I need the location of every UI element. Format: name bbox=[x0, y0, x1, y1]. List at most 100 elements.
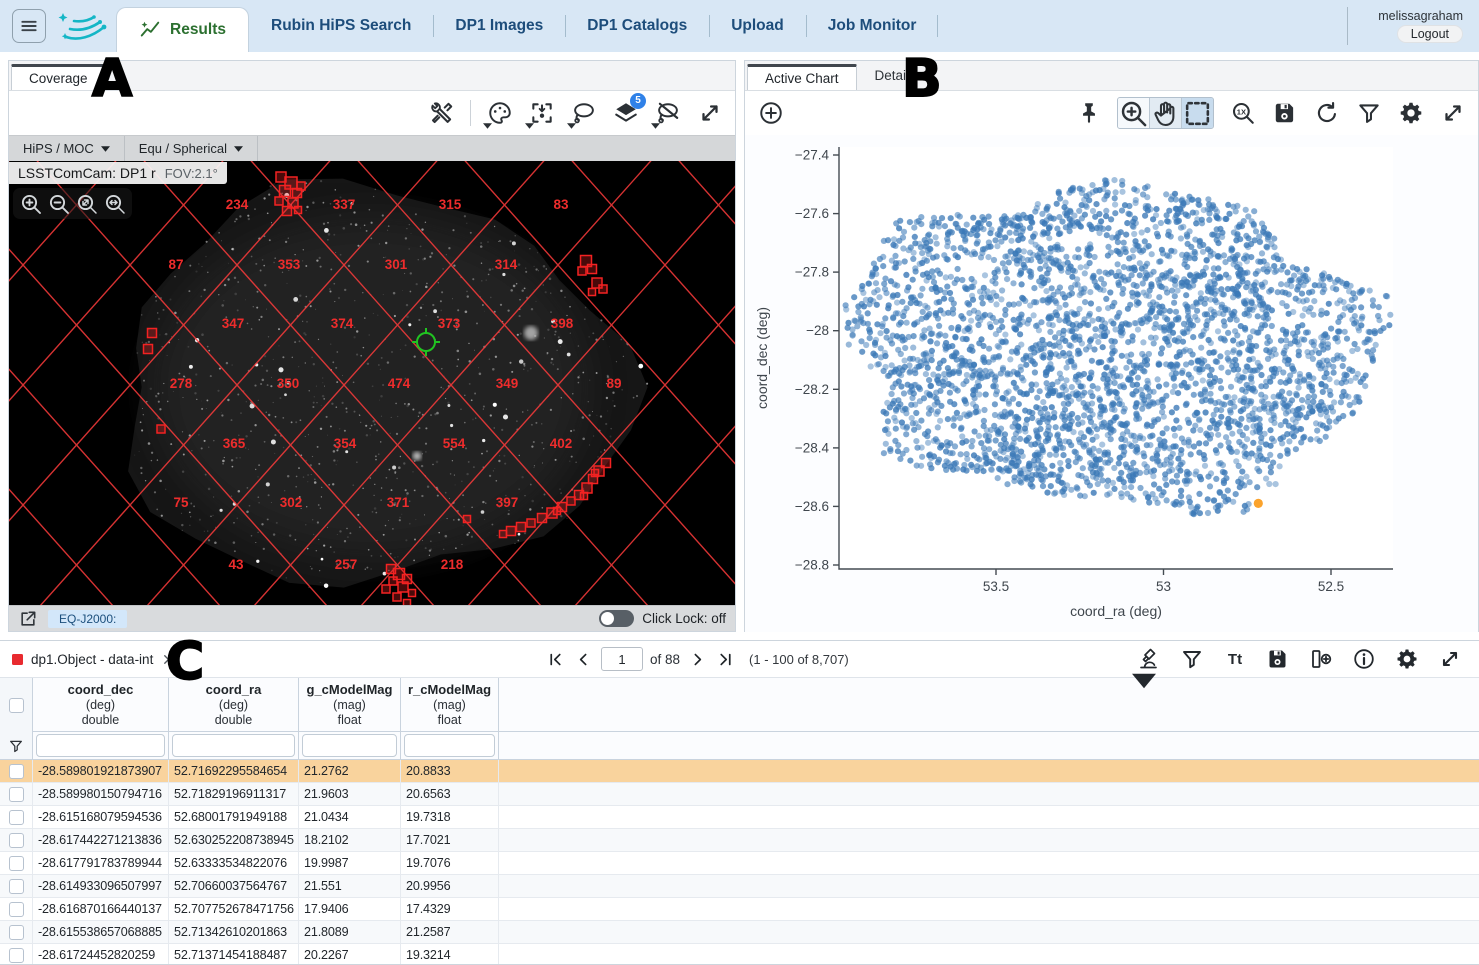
external-link-icon[interactable] bbox=[18, 609, 38, 629]
zoom-fit-icon[interactable] bbox=[74, 191, 99, 216]
nav-tab-job-monitor[interactable]: Job Monitor bbox=[806, 0, 939, 52]
table-header: dp1.Object - data-int of 88 (1 - 100 of … bbox=[0, 641, 1479, 677]
table-row[interactable]: -28.61553865706888552.7134261020186321.8… bbox=[0, 921, 1479, 944]
inspect-icon[interactable] bbox=[1135, 646, 1162, 673]
table-row[interactable]: -28.61516807959453652.6800179194918821.0… bbox=[0, 806, 1479, 829]
svg-text:−27.8: −27.8 bbox=[795, 265, 829, 280]
palette-icon[interactable] bbox=[486, 100, 513, 127]
row-checkbox[interactable] bbox=[9, 787, 24, 802]
chart-toolbar: 1X bbox=[745, 91, 1478, 135]
svg-text:89: 89 bbox=[606, 376, 621, 391]
nav-tab-results[interactable]: Results bbox=[116, 7, 249, 52]
zoom-fill-icon[interactable] bbox=[102, 191, 127, 216]
zoom-in-icon[interactable] bbox=[1118, 98, 1150, 128]
save-icon[interactable] bbox=[1271, 100, 1298, 127]
coverage-toolbar: 5 bbox=[9, 91, 735, 135]
nav-tab-dp1-catalogs[interactable]: DP1 Catalogs bbox=[565, 0, 709, 52]
center-on-icon[interactable] bbox=[528, 100, 555, 127]
row-checkbox[interactable] bbox=[9, 810, 24, 825]
filter-icon[interactable] bbox=[1178, 646, 1205, 673]
row-checkbox[interactable] bbox=[9, 833, 24, 848]
row-checkbox[interactable] bbox=[9, 856, 24, 871]
column-header-coord_dec[interactable]: coord_dec(deg)double bbox=[33, 678, 169, 732]
row-checkbox[interactable] bbox=[9, 879, 24, 894]
column-header-r_cModelMag[interactable]: r_cModelMag(mag)float bbox=[401, 678, 499, 732]
tools-icon[interactable] bbox=[428, 100, 455, 127]
column-header-coord_ra[interactable]: coord_ra(deg)double bbox=[169, 678, 299, 732]
table-row[interactable]: -28.61687016644013752.70775267847175617.… bbox=[0, 898, 1479, 921]
restore-icon[interactable] bbox=[1313, 100, 1340, 127]
filter-icon[interactable] bbox=[1355, 100, 1382, 127]
add-chart-icon[interactable] bbox=[757, 100, 784, 127]
pin-icon[interactable] bbox=[1075, 100, 1102, 127]
row-checkbox[interactable] bbox=[9, 925, 24, 940]
table-row[interactable]: -28.61493309650799752.7066003756476721.5… bbox=[0, 875, 1479, 898]
nav-tab-dp1-images[interactable]: DP1 Images bbox=[433, 0, 565, 52]
menu-hamburger-button[interactable] bbox=[12, 9, 46, 43]
filter-input-coord_ra[interactable] bbox=[172, 734, 295, 757]
layers-icon[interactable]: 5 bbox=[612, 100, 639, 127]
zoom-in-icon[interactable] bbox=[18, 191, 43, 216]
rect-select-icon[interactable] bbox=[1182, 98, 1213, 128]
add-column-icon[interactable] bbox=[1307, 646, 1334, 673]
svg-text:353: 353 bbox=[278, 257, 301, 272]
unselect-region-icon[interactable] bbox=[654, 100, 681, 127]
row-checkbox[interactable] bbox=[9, 902, 24, 917]
svg-text:474: 474 bbox=[388, 376, 411, 391]
selected-point bbox=[1254, 499, 1263, 508]
svg-text:53: 53 bbox=[1156, 579, 1171, 594]
prev-page-icon[interactable] bbox=[573, 649, 594, 670]
table-tab[interactable]: dp1.Object - data-int bbox=[0, 652, 188, 667]
svg-text:234: 234 bbox=[226, 197, 249, 212]
zoom-out-icon[interactable] bbox=[46, 191, 71, 216]
save-icon[interactable] bbox=[1264, 646, 1291, 673]
filter-input-coord_dec[interactable] bbox=[36, 734, 165, 757]
tab-active-chart[interactable]: Active Chart bbox=[747, 64, 857, 90]
click-lock-toggle[interactable] bbox=[599, 610, 634, 627]
coverage-image[interactable]: 2343373158387353301314347374373398278350… bbox=[9, 161, 735, 607]
last-page-icon[interactable] bbox=[715, 649, 736, 670]
row-range-label: (1 - 100 of 8,707) bbox=[749, 652, 849, 667]
expand-icon[interactable] bbox=[1436, 646, 1463, 673]
filter-input-g_cModelMag[interactable] bbox=[302, 734, 397, 757]
zoom-reset-icon[interactable]: 1X bbox=[1229, 100, 1256, 127]
settings-gear-icon[interactable] bbox=[1397, 100, 1424, 127]
tab-details[interactable]: Details bbox=[857, 61, 935, 90]
table-row[interactable]: -28.58980192187390752.7169229558465421.2… bbox=[0, 760, 1479, 783]
hips-moc-dropdown[interactable]: HiPS / MOC bbox=[9, 136, 124, 161]
close-icon[interactable] bbox=[161, 652, 176, 667]
table-row[interactable]: -28.58998015079471652.7182919691131721.9… bbox=[0, 783, 1479, 806]
table-row[interactable]: -28.61744227121383652.63025220873894518.… bbox=[0, 829, 1479, 852]
tab-coverage[interactable]: Coverage bbox=[11, 64, 106, 90]
table-row[interactable]: -28.6172445282025952.7137145418848720.22… bbox=[0, 944, 1479, 965]
expand-icon[interactable] bbox=[696, 100, 723, 127]
select-all-checkbox[interactable] bbox=[9, 698, 24, 713]
row-checkbox[interactable] bbox=[9, 764, 24, 779]
column-header-g_cModelMag[interactable]: g_cModelMag(mag)float bbox=[299, 678, 401, 732]
firefly-logo[interactable] bbox=[56, 7, 112, 45]
settings-gear-icon[interactable] bbox=[1393, 646, 1420, 673]
filter-input-r_cModelMag[interactable] bbox=[404, 734, 495, 757]
select-region-icon[interactable] bbox=[570, 100, 597, 127]
first-page-icon[interactable] bbox=[545, 649, 566, 670]
filter-icon[interactable] bbox=[8, 738, 24, 754]
row-checkbox[interactable] bbox=[9, 948, 24, 963]
nav-tab-rubin-hips-search[interactable]: Rubin HiPS Search bbox=[249, 0, 433, 52]
svg-text:301: 301 bbox=[385, 257, 408, 272]
page-number-input[interactable] bbox=[601, 647, 643, 671]
projection-dropdown[interactable]: Equ / Spherical bbox=[125, 136, 257, 161]
table-row[interactable]: -28.61779178378994452.6333353482207619.9… bbox=[0, 852, 1479, 875]
sky-coverage-map[interactable]: 2343373158387353301314347374373398278350… bbox=[9, 161, 735, 607]
scatter-chart[interactable]: −27.4−27.6−27.8−28−28.2−28.4−28.6−28.853… bbox=[745, 135, 1478, 632]
text-options-icon[interactable]: Tt bbox=[1221, 646, 1248, 673]
hips-title-label: LSSTComCam: DP1 r bbox=[18, 165, 156, 181]
nav-tabs: ResultsRubin HiPS SearchDP1 ImagesDP1 Ca… bbox=[116, 0, 938, 52]
expand-icon[interactable] bbox=[1439, 100, 1466, 127]
info-icon[interactable] bbox=[1350, 646, 1377, 673]
nav-tab-upload[interactable]: Upload bbox=[709, 0, 806, 52]
logout-button[interactable]: Logout bbox=[1397, 25, 1463, 43]
next-page-icon[interactable] bbox=[687, 649, 708, 670]
coord-readout-label[interactable]: EQ-J2000: bbox=[48, 610, 127, 628]
pan-hand-icon[interactable] bbox=[1150, 98, 1182, 128]
image-info-chip: LSSTComCam: DP1 r FOV:2.1° bbox=[9, 162, 227, 184]
